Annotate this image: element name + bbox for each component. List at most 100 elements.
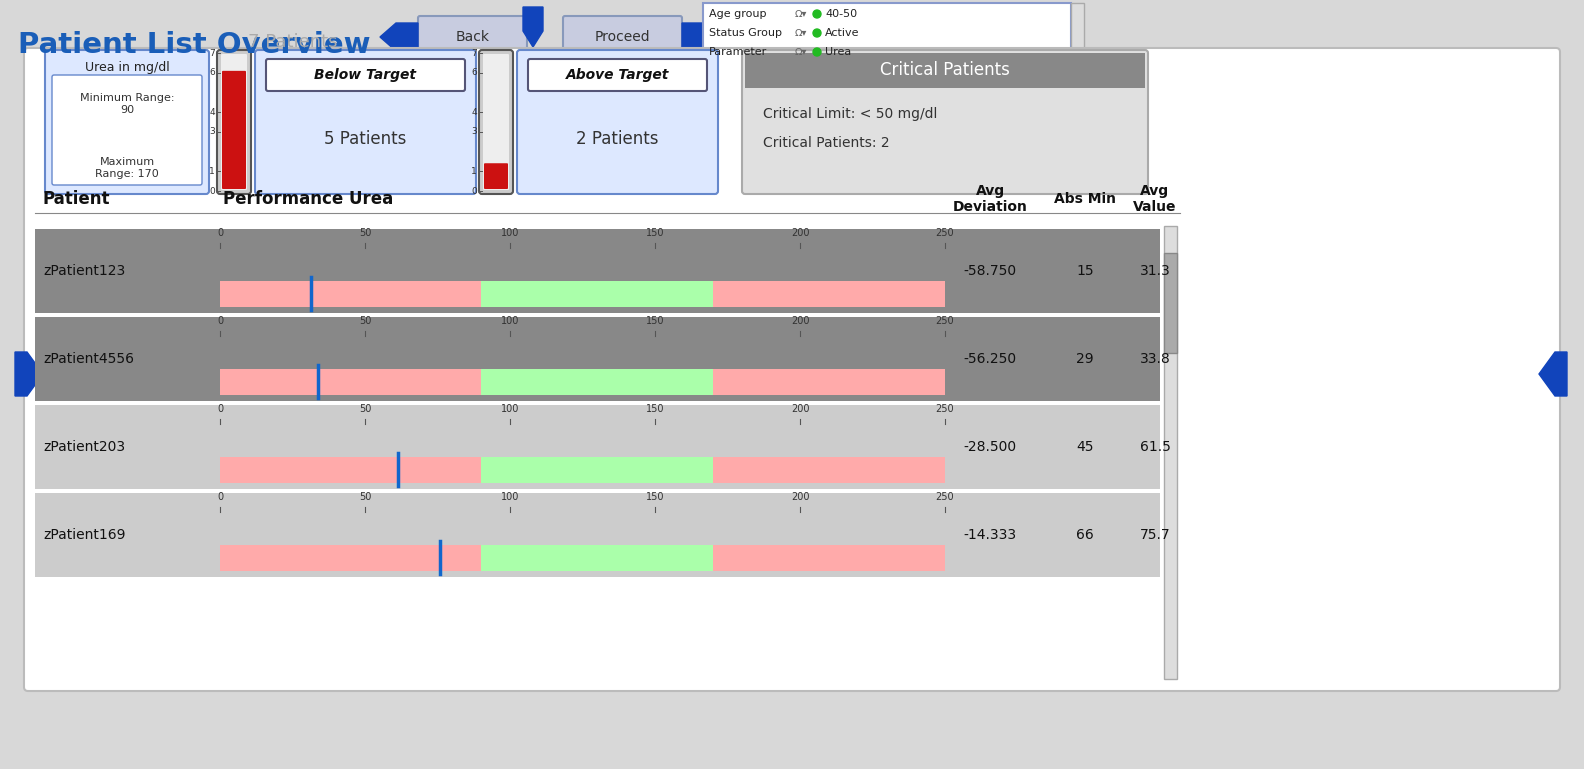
Text: 4: 4 xyxy=(209,108,215,117)
Bar xyxy=(35,317,1159,401)
Text: 4: 4 xyxy=(472,108,477,117)
Text: 15: 15 xyxy=(1076,264,1095,278)
Text: 50: 50 xyxy=(360,316,371,326)
Bar xyxy=(482,281,713,307)
FancyBboxPatch shape xyxy=(483,54,508,190)
Text: Status Group: Status Group xyxy=(710,28,782,38)
Text: 250: 250 xyxy=(936,228,954,238)
FancyArrow shape xyxy=(1540,352,1567,396)
Text: Above Target: Above Target xyxy=(565,68,668,82)
Text: 100: 100 xyxy=(501,492,520,502)
Text: Avg
Value: Avg Value xyxy=(1133,184,1177,214)
Text: 150: 150 xyxy=(646,404,664,414)
Text: 200: 200 xyxy=(790,316,809,326)
FancyBboxPatch shape xyxy=(24,48,1560,691)
Circle shape xyxy=(813,29,821,37)
Bar xyxy=(482,369,713,395)
Text: 5 Patients: 5 Patients xyxy=(325,130,407,148)
Bar xyxy=(482,457,713,483)
Circle shape xyxy=(813,48,821,56)
Text: Performance Urea: Performance Urea xyxy=(223,190,393,208)
Text: Parameter: Parameter xyxy=(710,47,767,57)
FancyBboxPatch shape xyxy=(52,75,203,185)
Text: -14.333: -14.333 xyxy=(963,528,1017,542)
Text: Urea in mg/dl: Urea in mg/dl xyxy=(84,62,169,75)
Bar xyxy=(220,457,946,483)
Text: 100: 100 xyxy=(501,228,520,238)
Text: 0: 0 xyxy=(217,228,223,238)
Text: 1: 1 xyxy=(472,167,477,176)
Text: 150: 150 xyxy=(646,492,664,502)
Text: 0: 0 xyxy=(209,187,215,195)
FancyArrow shape xyxy=(380,23,418,51)
FancyBboxPatch shape xyxy=(478,50,513,194)
Bar xyxy=(35,405,1159,489)
Text: Patient: Patient xyxy=(43,190,111,208)
Text: 66: 66 xyxy=(1076,528,1095,542)
FancyBboxPatch shape xyxy=(266,59,466,91)
Text: 7: 7 xyxy=(209,48,215,58)
FancyBboxPatch shape xyxy=(485,163,508,189)
Bar xyxy=(35,493,1159,577)
Text: Proceed: Proceed xyxy=(594,30,651,44)
Text: 250: 250 xyxy=(936,316,954,326)
Text: Ω▾: Ω▾ xyxy=(795,47,808,57)
Text: Ω▾: Ω▾ xyxy=(795,9,808,19)
Text: Avg
Deviation: Avg Deviation xyxy=(952,184,1028,214)
Text: 150: 150 xyxy=(646,316,664,326)
Bar xyxy=(220,369,946,395)
Text: -56.250: -56.250 xyxy=(963,352,1017,366)
Bar xyxy=(220,545,946,571)
Text: Below Target: Below Target xyxy=(315,68,417,82)
Text: zPatient169: zPatient169 xyxy=(43,528,125,542)
Text: 200: 200 xyxy=(790,404,809,414)
Text: Back: Back xyxy=(456,30,489,44)
Text: 50: 50 xyxy=(360,492,371,502)
Text: 45: 45 xyxy=(1076,440,1093,454)
FancyBboxPatch shape xyxy=(516,50,718,194)
FancyBboxPatch shape xyxy=(44,50,209,194)
Bar xyxy=(1164,226,1177,679)
Text: 50: 50 xyxy=(360,228,371,238)
Text: 6: 6 xyxy=(209,68,215,77)
Text: zPatient4556: zPatient4556 xyxy=(43,352,135,366)
Bar xyxy=(220,281,946,307)
Text: Critical Patients: Critical Patients xyxy=(881,61,1011,79)
FancyBboxPatch shape xyxy=(1071,3,1083,63)
FancyArrow shape xyxy=(14,352,43,396)
FancyArrow shape xyxy=(683,23,721,51)
Text: 150: 150 xyxy=(646,228,664,238)
Text: 2 Patients: 2 Patients xyxy=(577,130,659,148)
Text: 0: 0 xyxy=(217,492,223,502)
Text: Ω▾: Ω▾ xyxy=(795,28,808,38)
Text: 1: 1 xyxy=(209,167,215,176)
Bar xyxy=(35,229,1159,313)
FancyArrow shape xyxy=(523,7,543,47)
Text: 6: 6 xyxy=(472,68,477,77)
FancyBboxPatch shape xyxy=(527,59,706,91)
Text: Minimum Range:
90: Minimum Range: 90 xyxy=(79,93,174,115)
Circle shape xyxy=(813,10,821,18)
Text: Critical Limit: < 50 mg/dl: Critical Limit: < 50 mg/dl xyxy=(763,107,938,121)
Bar xyxy=(482,545,713,571)
FancyBboxPatch shape xyxy=(703,3,1071,63)
Text: 100: 100 xyxy=(501,404,520,414)
Text: 200: 200 xyxy=(790,228,809,238)
Text: -28.500: -28.500 xyxy=(963,440,1017,454)
Bar xyxy=(744,53,1145,88)
Text: Age group: Age group xyxy=(710,9,767,19)
Text: 3: 3 xyxy=(472,128,477,136)
Text: 3: 3 xyxy=(209,128,215,136)
Text: 7 Patients: 7 Patients xyxy=(249,33,337,51)
FancyBboxPatch shape xyxy=(222,54,247,190)
Text: Active: Active xyxy=(825,28,860,38)
Text: 61.5: 61.5 xyxy=(1139,440,1171,454)
FancyBboxPatch shape xyxy=(741,50,1148,194)
Text: Urea: Urea xyxy=(825,47,851,57)
Text: Abs Min: Abs Min xyxy=(1053,192,1117,206)
Text: 40-50: 40-50 xyxy=(825,9,857,19)
Text: 50: 50 xyxy=(360,404,371,414)
FancyBboxPatch shape xyxy=(222,71,246,189)
Text: 31.3: 31.3 xyxy=(1139,264,1171,278)
Text: Maximum
Range: 170: Maximum Range: 170 xyxy=(95,157,158,178)
